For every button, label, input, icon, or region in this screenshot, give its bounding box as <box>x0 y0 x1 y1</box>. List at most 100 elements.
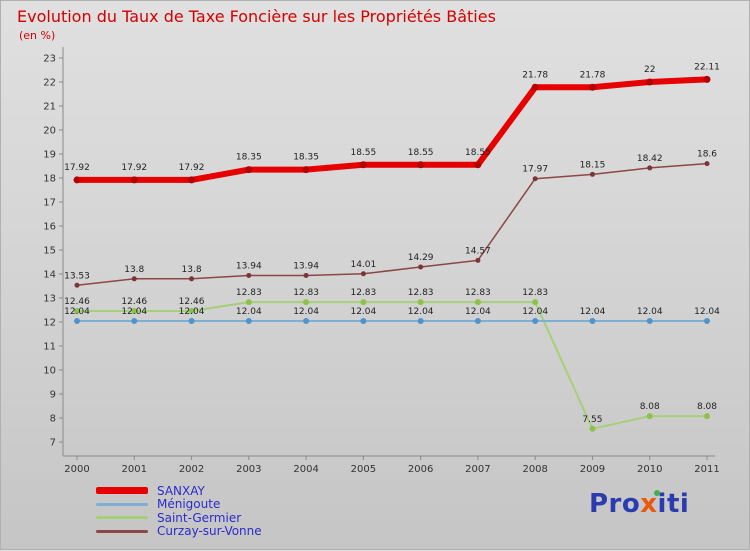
series-line-Saint-Germier <box>76 301 708 430</box>
x-tick-label: 2004 <box>293 464 318 475</box>
legend-item-curzay-sur-vonne: Curzay-sur-Vonne <box>96 525 262 539</box>
value-label: 17.92 <box>121 163 147 173</box>
value-label: 18.55 <box>350 148 376 158</box>
x-tick-label: 2009 <box>580 464 605 475</box>
data-point <box>646 413 653 420</box>
value-label: 13.94 <box>236 261 262 271</box>
y-tick-label: 19 <box>43 150 56 161</box>
value-label: 13.8 <box>182 265 202 275</box>
value-label: 18.15 <box>580 160 606 170</box>
data-point <box>303 272 309 278</box>
value-label: 17.97 <box>522 165 548 175</box>
value-label: 22.11 <box>694 62 720 72</box>
data-point <box>532 318 539 325</box>
value-label: 12.04 <box>293 307 319 317</box>
x-tick-label: 2006 <box>408 464 433 475</box>
value-label: 8.08 <box>640 402 660 412</box>
chart-subtitle: (en %) <box>19 29 56 42</box>
data-point <box>588 83 596 91</box>
value-label: 17.92 <box>64 163 90 173</box>
value-label: 12.04 <box>580 307 606 317</box>
value-label: 12.04 <box>350 307 376 317</box>
data-point <box>532 299 539 306</box>
x-tick-label: 2005 <box>351 464 376 475</box>
data-point <box>188 176 196 184</box>
data-point <box>74 282 80 288</box>
value-label: 12.04 <box>408 307 434 317</box>
data-point <box>130 176 138 184</box>
data-point <box>417 161 425 169</box>
legend-item-sanxay: SANXAY <box>96 484 262 498</box>
y-tick-label: 22 <box>43 78 56 89</box>
value-label: 12.04 <box>694 307 720 317</box>
data-point <box>704 161 710 167</box>
value-label: 12.83 <box>350 288 376 298</box>
value-label: 12.83 <box>236 288 262 298</box>
chart-title: Evolution du Taux de Taxe Foncière sur l… <box>17 7 496 26</box>
legend-swatch <box>96 487 148 495</box>
value-label: 21.78 <box>580 70 606 80</box>
x-tick-label: 2001 <box>122 464 147 475</box>
legend-label: SANXAY <box>157 483 205 498</box>
data-point <box>417 318 424 325</box>
legend-swatch <box>96 516 148 520</box>
data-point <box>188 318 195 325</box>
value-label: 12.83 <box>293 288 319 298</box>
data-point <box>360 271 366 277</box>
legend-swatch <box>96 502 148 506</box>
y-tick-label: 23 <box>43 54 56 65</box>
value-label: 12.04 <box>236 307 262 317</box>
logo-text-pro: Pro <box>589 489 641 519</box>
value-label: 14.29 <box>408 253 434 263</box>
data-point <box>303 299 310 306</box>
data-point <box>703 75 711 83</box>
y-tick-label: 10 <box>43 366 56 377</box>
data-point <box>131 276 137 282</box>
data-point <box>532 176 538 182</box>
x-tick-label: 2011 <box>694 464 719 475</box>
x-tick-label: 2003 <box>236 464 261 475</box>
y-tick-label: 20 <box>43 126 56 137</box>
value-label: 12.04 <box>637 307 663 317</box>
value-label: 14.01 <box>350 260 376 270</box>
data-point <box>189 276 195 282</box>
value-label: 12.46 <box>121 297 147 307</box>
data-point <box>188 307 195 314</box>
data-point <box>704 413 710 420</box>
data-point <box>417 299 424 306</box>
x-tick-label: 2007 <box>465 464 490 475</box>
value-label: 12.83 <box>408 288 434 298</box>
data-point <box>303 318 310 325</box>
legend-label: Curzay-sur-Vonne <box>157 524 262 539</box>
value-label: 12.04 <box>465 307 491 317</box>
value-label: 13.8 <box>124 265 144 275</box>
value-label: 7.55 <box>582 415 602 425</box>
legend-label: Saint-Germier <box>157 510 242 525</box>
data-point <box>474 161 482 169</box>
proxiti-logo: Proxiti <box>589 489 689 519</box>
value-label: 18.55 <box>465 148 491 158</box>
x-tick-label: 2000 <box>64 464 89 475</box>
y-tick-label: 14 <box>43 270 56 281</box>
value-label: 22 <box>644 65 655 75</box>
y-tick-label: 16 <box>43 222 56 233</box>
value-label: 13.53 <box>64 271 90 281</box>
y-tick-label: 18 <box>43 174 56 185</box>
data-point <box>589 318 596 325</box>
series-line-Curzay-sur-Vonne <box>76 162 708 287</box>
legend-swatch <box>96 529 148 533</box>
data-point <box>704 318 710 325</box>
data-point <box>589 425 596 432</box>
data-point <box>646 78 654 86</box>
x-tick-label: 2002 <box>179 464 204 475</box>
value-label: 8.08 <box>697 402 717 412</box>
data-point <box>245 318 252 325</box>
value-label: 17.92 <box>179 163 205 173</box>
data-point <box>131 318 138 325</box>
y-tick-label: 8 <box>50 414 56 425</box>
x-tick-label: 2008 <box>522 464 547 475</box>
data-point <box>589 171 595 177</box>
value-label: 12.04 <box>121 307 147 317</box>
value-label: 14.57 <box>465 246 491 256</box>
data-point <box>74 307 80 314</box>
